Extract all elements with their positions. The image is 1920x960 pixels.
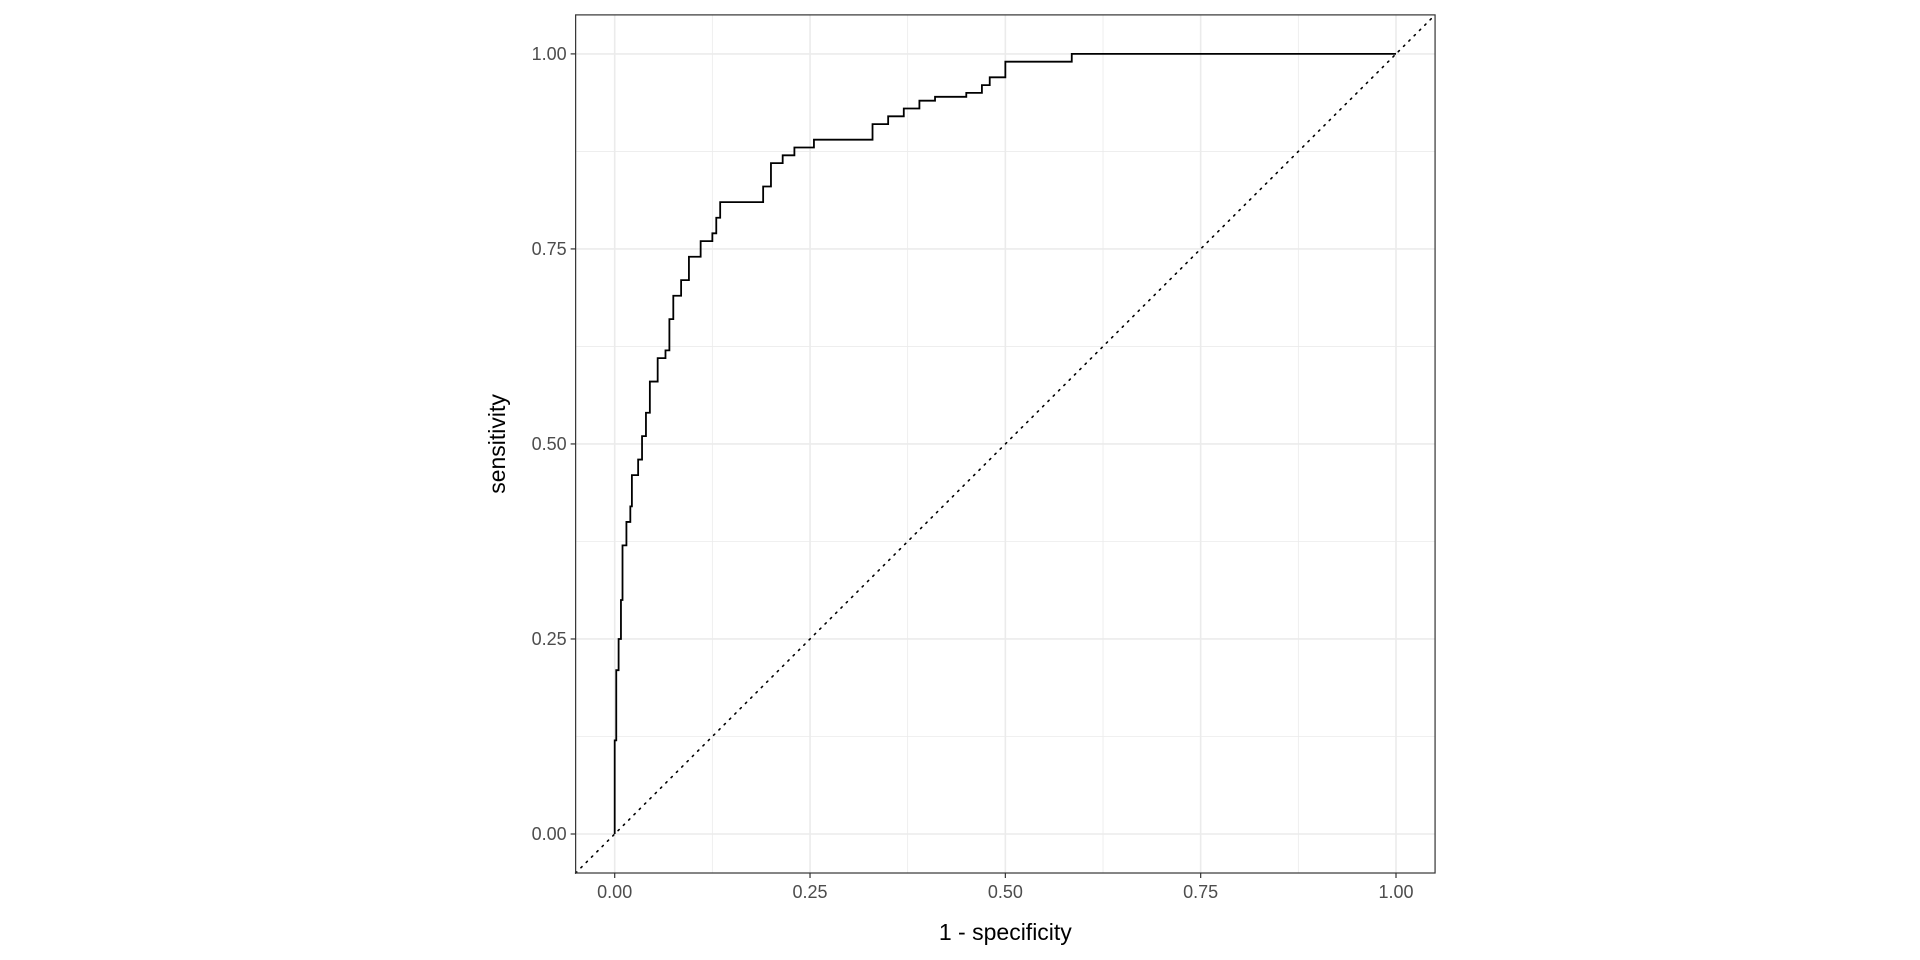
y-axis-title: sensitivity (484, 394, 510, 494)
roc-curve (613, 53, 1396, 834)
ticks: 0.00 0.25 0.50 0.75 1.00 0.00 0.25 0.50 0.75 1.00 (532, 44, 1414, 902)
x-tick-label: 0.00 (597, 882, 632, 902)
marks (574, 14, 1436, 874)
grid (575, 14, 1436, 874)
x-tick-label: 0.50 (988, 882, 1023, 902)
y-tick-label: 0.00 (532, 824, 567, 844)
x-tick-label: 0.25 (793, 882, 828, 902)
y-tick-label: 1.00 (532, 44, 567, 64)
x-tick-label: 0.75 (1183, 882, 1218, 902)
y-tick-label: 0.50 (532, 434, 567, 454)
x-tick-label: 1.00 (1378, 882, 1413, 902)
x-axis-title: 1 - specificity (939, 919, 1072, 945)
reference-diagonal-line (574, 14, 1436, 874)
y-tick-label: 0.25 (532, 629, 567, 649)
y-tick-label: 0.75 (532, 239, 567, 259)
